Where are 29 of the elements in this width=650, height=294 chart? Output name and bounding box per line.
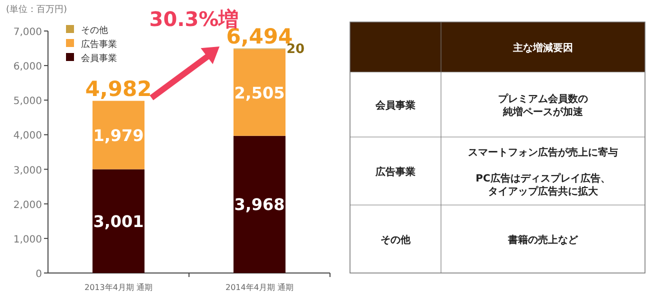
y-tick-label: 5,000 — [13, 96, 42, 108]
y-tick-label: 7,000 — [13, 27, 42, 38]
y-tick-label: 1,000 — [13, 234, 42, 246]
y-tick-label: 2,000 — [13, 200, 42, 211]
y-tick-label: 4,000 — [13, 130, 42, 142]
y-tick-label: 6,000 — [13, 62, 42, 73]
legend-label: 会員事業 — [81, 53, 117, 64]
text: 主な増減要因 — [512, 42, 573, 54]
data-label: 1,979 — [93, 126, 144, 145]
data-label: 3,968 — [234, 195, 285, 214]
legend-label: 広告事業 — [81, 39, 117, 50]
total-label: 4,982 — [85, 76, 152, 101]
category-label: 会員事業 — [374, 100, 416, 112]
text: 書籍の売上など — [507, 234, 579, 246]
text: PC広告はディスプレイ広告、 — [476, 172, 610, 184]
y-tick-label: 0 — [36, 269, 42, 280]
text: プレミアム会員数の — [498, 93, 588, 105]
data-label: 2,505 — [234, 83, 285, 102]
text: 純増ペースが加速 — [502, 106, 584, 118]
category-label: 広告事業 — [374, 166, 416, 178]
text: タイアップ広告共に拡大 — [488, 186, 599, 198]
data-label: 3,001 — [93, 212, 144, 231]
y-tick-label: 3,000 — [13, 165, 42, 176]
x-tick-label: 2014年4月期 通期 — [226, 283, 294, 292]
legend-label: その他 — [81, 25, 108, 36]
text: スマートフォン広告が売上に寄与 — [468, 146, 618, 158]
y-axis-title: (単位：百万円) — [6, 4, 68, 15]
x-tick-label: 2013年4月期 通期 — [84, 283, 152, 292]
category-label: その他 — [380, 234, 412, 246]
